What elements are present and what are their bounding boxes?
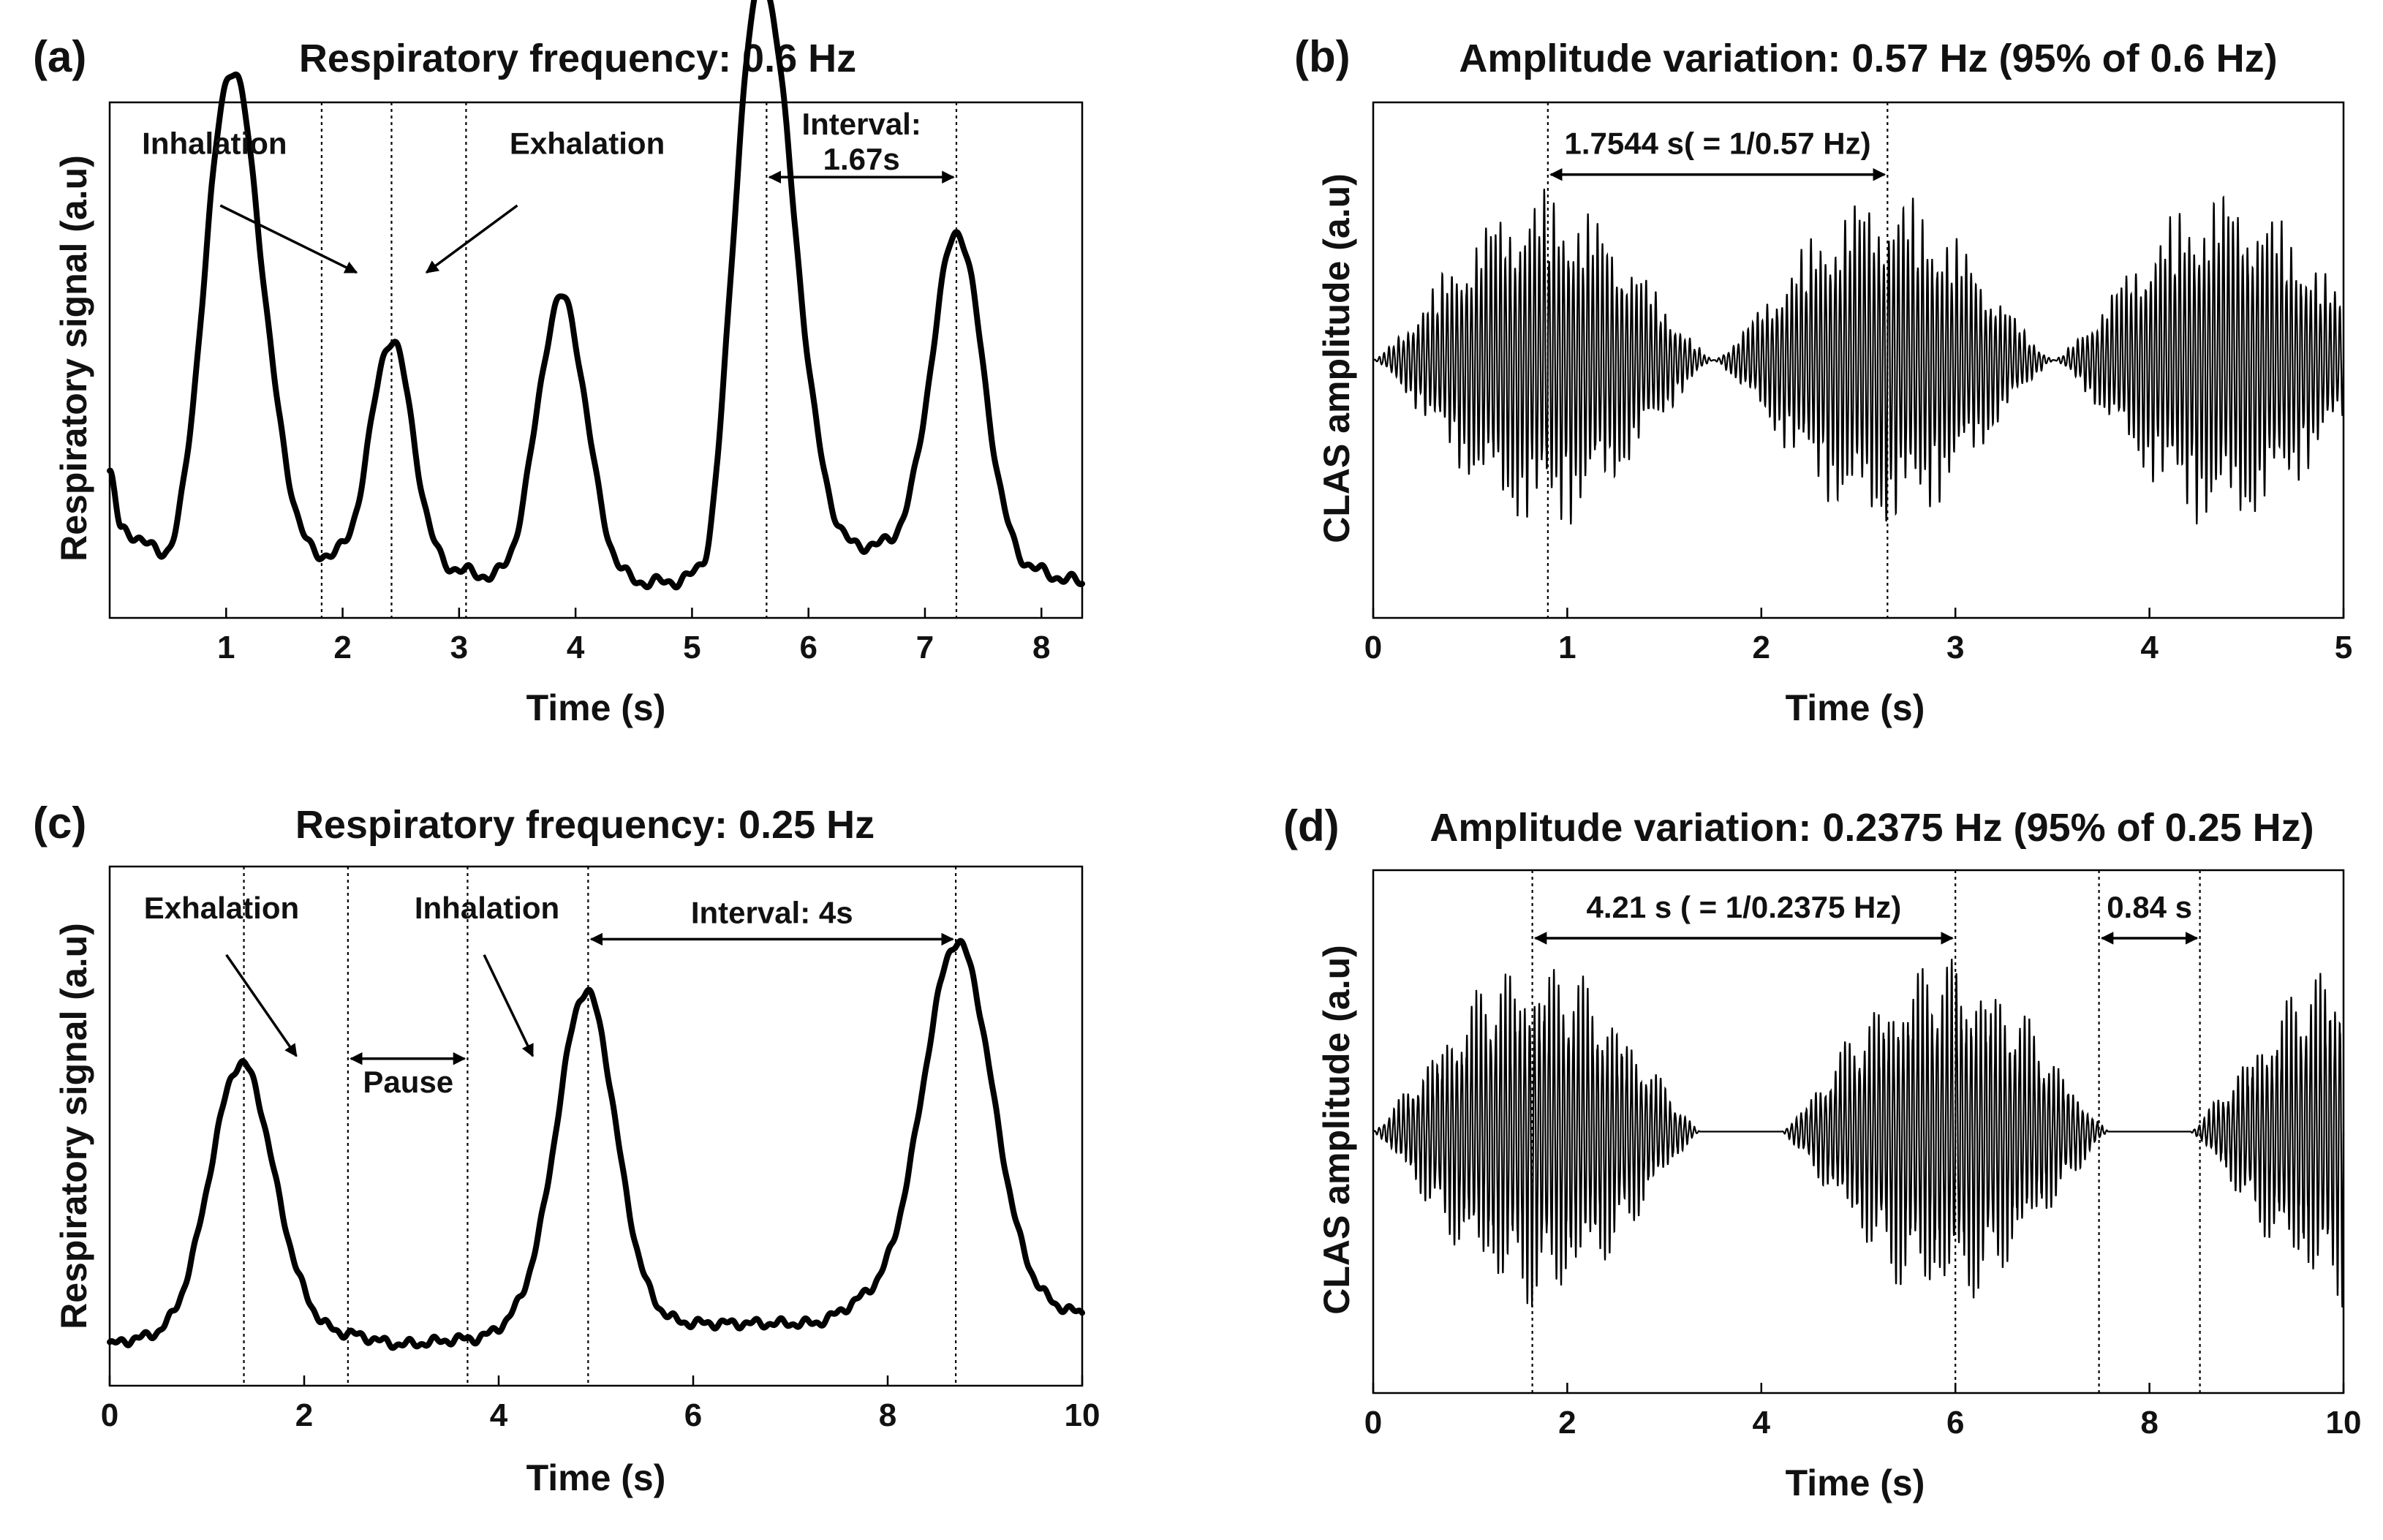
panel-d-interval2-label: 0.84 s xyxy=(2107,890,2192,924)
panel-c-y-axis-label: Respiratory signal (a.u) xyxy=(53,923,94,1329)
panel-d-title: Amplitude variation: 0.2375 Hz (95% of 0… xyxy=(1430,806,2314,850)
panel-a-x-tick-label-7: 8 xyxy=(1032,630,1050,665)
panel-a-y-axis-label: Respiratory signal (a.u) xyxy=(53,155,94,562)
panel-a-x-tick-label-5: 6 xyxy=(799,630,817,665)
panel-d-x-tick-label-1: 2 xyxy=(1558,1405,1576,1441)
panel-a-x-tick-label-2: 3 xyxy=(450,630,468,665)
panel-a-inhalation-label: Inhalation xyxy=(142,127,287,161)
panel-a-plot-frame xyxy=(108,101,1084,619)
panel-d-x-tick-label-3: 6 xyxy=(1946,1405,1964,1441)
panel-b-x-ticks: 0 1 2 3 4 5 xyxy=(1364,608,2352,665)
panel-d-x-tick-label-4: 8 xyxy=(2140,1405,2158,1441)
panel-b-interval-label: 1.7544 s( = 1/0.57 Hz) xyxy=(1565,127,1871,161)
panel-a-interval-value: 1.67s xyxy=(823,142,900,176)
panel-d-clas-amplitude-line xyxy=(1372,959,2345,1307)
panel-c-title: Respiratory frequency: 0.25 Hz xyxy=(295,803,875,847)
panel-b-clas-amplitude-line xyxy=(1372,189,2345,525)
panel-c-x-tick-label-1: 2 xyxy=(295,1397,313,1433)
panel-a-markers xyxy=(320,102,958,618)
panel-b-x-tick-label-5: 5 xyxy=(2335,630,2352,665)
panel-d-x-tick-label-0: 0 xyxy=(1364,1405,1382,1441)
panel-a-title: Respiratory frequency: 0.6 Hz xyxy=(299,37,856,80)
panel-b-x-tick-label-2: 2 xyxy=(1753,630,1770,665)
panel-c-exhalation-label: Exhalation xyxy=(144,891,299,925)
panel-b: (b) Amplitude variation: 0.57 Hz (95% of… xyxy=(1294,32,2352,728)
panel-a-exhalation-label: Exhalation xyxy=(510,127,665,161)
panel-d-x-axis-label: Time (s) xyxy=(1786,1462,1925,1503)
panel-a-interval-label: Interval: xyxy=(801,107,921,141)
panel-c: (c) Respiratory frequency: 0.25 Hz Respi… xyxy=(33,799,1100,1498)
panel-a-x-tick-label-0: 1 xyxy=(217,630,235,665)
panel-a-x-tick-label-6: 7 xyxy=(916,630,934,665)
panel-a-label: (a) xyxy=(33,32,86,81)
panel-a-x-ticks: 1 2 3 4 5 6 7 8 xyxy=(217,608,1050,665)
panel-c-x-tick-label-3: 6 xyxy=(684,1397,702,1433)
panel-b-x-axis-label: Time (s) xyxy=(1786,687,1925,728)
panel-a-x-axis-label: Time (s) xyxy=(526,687,666,728)
panel-d-label: (d) xyxy=(1283,801,1340,850)
panel-d-x-tick-label-2: 4 xyxy=(1753,1405,1771,1441)
panel-c-markers xyxy=(243,867,957,1386)
panel-c-exhalation-pointer xyxy=(225,954,298,1057)
panel-b-x-tick-label-0: 0 xyxy=(1364,630,1382,665)
panel-d-y-axis-label: CLAS amplitude (a.u) xyxy=(1316,945,1357,1315)
panel-c-respiratory-signal-line xyxy=(107,937,1085,1351)
panel-b-label: (b) xyxy=(1294,32,1351,81)
panel-c-interval-label: Interval: 4s xyxy=(691,895,853,929)
panel-c-x-ticks: 0 2 4 6 8 10 xyxy=(101,1375,1100,1433)
panel-d-x-ticks: 0 2 4 6 8 10 xyxy=(1364,1383,2362,1441)
panel-d-interval-label: 4.21 s ( = 1/0.2375 Hz) xyxy=(1587,890,1902,924)
panel-d: (d) Amplitude variation: 0.2375 Hz (95% … xyxy=(1283,801,2361,1503)
panel-b-y-axis-label: CLAS amplitude (a.u) xyxy=(1316,173,1357,543)
panel-c-x-tick-label-0: 0 xyxy=(101,1397,118,1433)
panel-c-label: (c) xyxy=(33,799,86,848)
panel-b-x-tick-label-1: 1 xyxy=(1558,630,1576,665)
panel-c-pause-label: Pause xyxy=(363,1065,453,1099)
panel-c-x-tick-label-5: 10 xyxy=(1065,1397,1100,1433)
panel-a-x-tick-label-4: 5 xyxy=(683,630,700,665)
panel-c-x-axis-label: Time (s) xyxy=(526,1457,666,1498)
panel-c-x-tick-label-4: 8 xyxy=(879,1397,896,1433)
panel-b-x-tick-label-3: 3 xyxy=(1946,630,1964,665)
panel-c-plot-frame xyxy=(108,865,1084,1387)
panel-a-exhalation-pointer xyxy=(425,204,518,274)
panel-c-x-tick-label-2: 4 xyxy=(490,1397,508,1433)
panel-c-inhalation-label: Inhalation xyxy=(415,891,559,925)
panel-a: (a) Respiratory frequency: 0.6 Hz Respir… xyxy=(33,0,1085,728)
panel-b-title: Amplitude variation: 0.57 Hz (95% of 0.6… xyxy=(1459,37,2277,80)
panel-b-x-tick-label-4: 4 xyxy=(2140,630,2159,665)
panel-a-inhalation-pointer xyxy=(219,204,358,274)
panel-a-x-tick-label-1: 2 xyxy=(333,630,351,665)
panel-c-inhalation-pointer xyxy=(483,954,535,1057)
panel-d-x-tick-label-5: 10 xyxy=(2326,1405,2362,1441)
panel-a-respiratory-signal-line xyxy=(107,0,1085,591)
panel-a-x-tick-label-3: 4 xyxy=(567,630,585,665)
